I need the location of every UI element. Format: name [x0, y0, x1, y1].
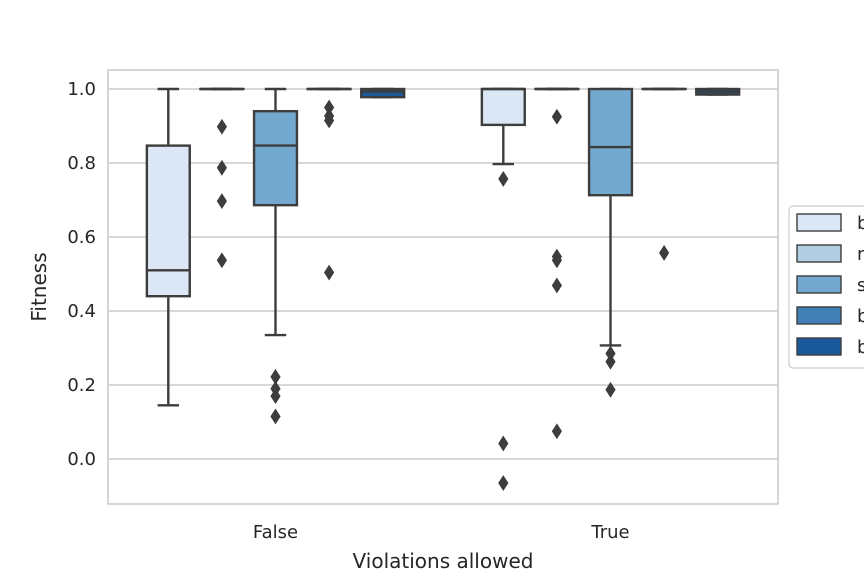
- outlier-point: [551, 252, 562, 269]
- outlier-point: [324, 112, 335, 129]
- box-b-False: [145, 87, 191, 407]
- outlier-point: [551, 423, 562, 440]
- y-tick-label: 0.6: [67, 227, 96, 248]
- legend-swatch: [796, 306, 842, 325]
- outlier-point: [216, 159, 227, 176]
- legend-swatch: [796, 213, 842, 232]
- grid-lines: [108, 88, 778, 460]
- outlier-point: [605, 353, 616, 370]
- box-s-False: [252, 87, 299, 425]
- outlier-point: [551, 108, 562, 125]
- box-s-True: [587, 87, 634, 398]
- outlier-point: [498, 475, 509, 491]
- outlier-point: [551, 277, 562, 294]
- y-tick-label: 0.0: [67, 449, 96, 470]
- legend-label: b: [857, 337, 864, 358]
- legend-swatch: [796, 244, 842, 263]
- y-tick-label: 0.8: [67, 153, 96, 174]
- outlier-point: [216, 118, 227, 135]
- legend-label: n: [857, 244, 864, 265]
- outlier-point: [498, 435, 509, 452]
- outlier-point: [216, 193, 227, 210]
- box-series: [145, 87, 741, 491]
- y-axis-label: Fitness: [27, 252, 51, 321]
- plot-frame: [107, 69, 779, 505]
- outlier-point: [659, 244, 670, 261]
- box-b-False: [306, 87, 352, 281]
- outlier-point: [216, 252, 227, 269]
- box-b-False: [360, 87, 406, 99]
- outlier-point: [324, 264, 335, 281]
- x-tick-label: True: [590, 522, 629, 543]
- legend-label: b: [857, 306, 864, 327]
- legend-swatch: [796, 337, 842, 356]
- y-tick-label: 0.2: [67, 375, 96, 396]
- x-tick-labels: False True: [253, 522, 630, 543]
- x-axis-label: Violations allowed: [353, 549, 534, 573]
- box-n-True: [534, 87, 580, 440]
- box-iqr: [360, 87, 406, 99]
- outlier-point: [605, 381, 616, 398]
- box-n-False: [199, 87, 245, 269]
- legend-swatch: [796, 275, 842, 294]
- y-tick-label: 1.0: [67, 79, 96, 100]
- legend-label: b: [857, 213, 864, 234]
- box-iqr: [587, 87, 634, 197]
- y-tick-label: 0.4: [67, 301, 96, 322]
- box-iqr: [145, 144, 191, 298]
- y-tick-labels: 0.0 0.2 0.4 0.6 0.8 1.0: [67, 79, 96, 470]
- box-b-True: [695, 87, 741, 96]
- outlier-point: [498, 170, 509, 187]
- box-iqr: [480, 87, 526, 127]
- legend-label: s: [857, 275, 864, 296]
- outlier-point: [270, 408, 281, 425]
- x-tick-label: False: [253, 522, 298, 543]
- outlier-point: [270, 388, 281, 405]
- box-b-True: [480, 87, 526, 491]
- box-b-True: [641, 87, 687, 261]
- box-iqr: [252, 109, 299, 207]
